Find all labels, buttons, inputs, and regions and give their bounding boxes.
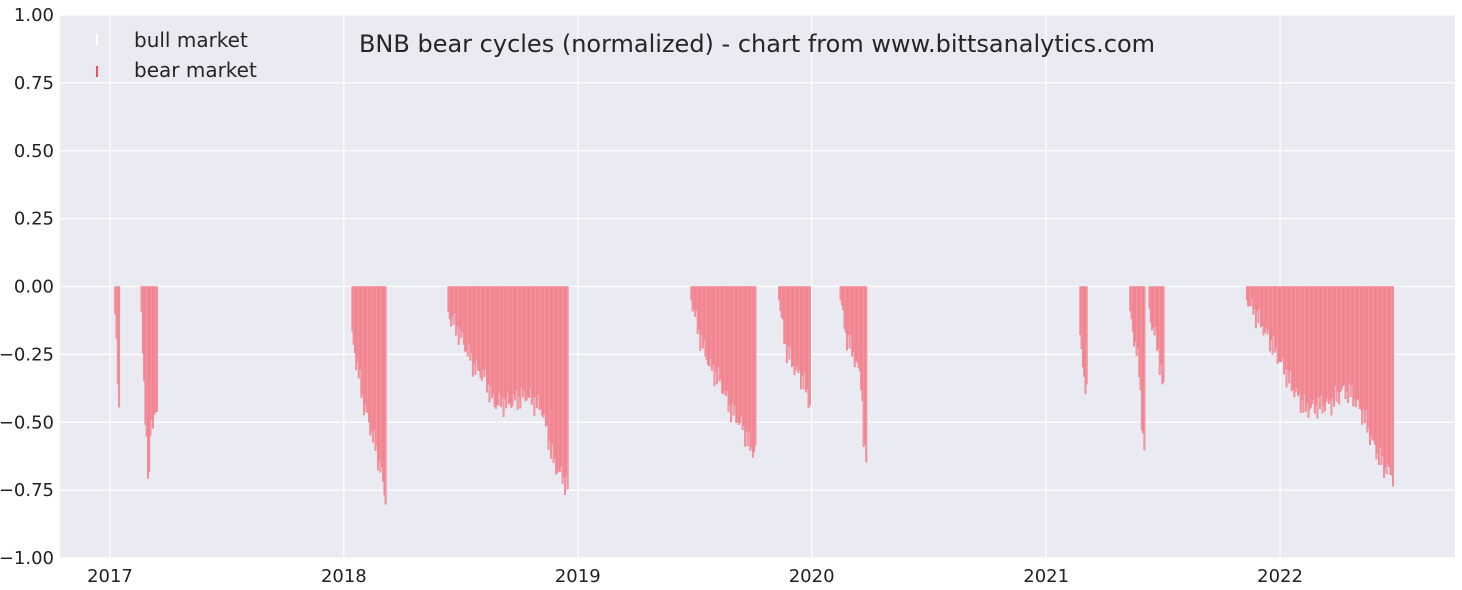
bear-bar xyxy=(1392,286,1394,487)
y-tick-label: 0.75 xyxy=(14,73,54,94)
bear-period-8 xyxy=(1079,286,1088,395)
bear-period-3 xyxy=(351,286,387,505)
legend-item-bull-market: bull market xyxy=(96,28,248,52)
bear-period-10 xyxy=(1148,286,1165,385)
legend-marker-bull-market xyxy=(96,34,98,45)
y-axis-tick-labels: 1.00 0.75 0.50 0.25 0.00 −0.25 −0.50 −0.75 −1.00 xyxy=(0,5,54,569)
bear-period-9 xyxy=(1129,286,1146,451)
x-tick-label: 2017 xyxy=(87,566,133,587)
legend-marker-bear-market xyxy=(96,66,98,77)
bear-market-bars xyxy=(114,286,1394,505)
y-tick-label: −0.25 xyxy=(0,344,54,365)
bear-bar xyxy=(566,286,569,490)
y-tick-label: 0.25 xyxy=(14,209,54,230)
x-tick-label: 2019 xyxy=(555,566,601,587)
y-tick-label: 0.00 xyxy=(14,277,54,298)
bear-period-7 xyxy=(839,286,868,463)
x-tick-label: 2020 xyxy=(789,566,835,587)
bear-period-4 xyxy=(447,286,569,495)
y-tick-label: 0.50 xyxy=(14,141,54,162)
bear-period-11 xyxy=(1245,286,1394,487)
y-tick-label: −0.50 xyxy=(0,412,54,433)
legend-item-bear-market: bear market xyxy=(96,58,257,82)
chart-title: BNB bear cycles (normalized) - chart fro… xyxy=(359,30,1155,58)
bear-bar xyxy=(118,286,121,408)
bear-bar xyxy=(1143,286,1146,451)
x-tick-label: 2021 xyxy=(1023,566,1069,587)
x-tick-label: 2018 xyxy=(321,566,367,587)
legend: bull market bear market xyxy=(96,28,257,82)
bear-period-2 xyxy=(140,286,158,479)
legend-label-bear-market: bear market xyxy=(134,58,257,82)
bear-period-6 xyxy=(778,286,811,408)
y-tick-label: −0.75 xyxy=(0,480,54,501)
x-tick-label: 2022 xyxy=(1257,566,1303,587)
bear-bar xyxy=(384,286,387,505)
bear-bar xyxy=(1085,286,1088,385)
bear-bar xyxy=(754,286,757,446)
y-tick-label: −1.00 xyxy=(0,548,54,569)
legend-label-bull-market: bull market xyxy=(134,28,248,52)
x-axis-tick-labels: 2017 2018 2019 2020 2021 2022 xyxy=(87,566,1303,587)
bear-bar xyxy=(808,286,811,406)
y-tick-label: 1.00 xyxy=(14,5,54,26)
bear-period-5 xyxy=(690,286,757,458)
bear-bar xyxy=(155,286,158,413)
bear-bar xyxy=(1162,286,1165,383)
bear-bar xyxy=(865,286,868,463)
bear-period-1 xyxy=(114,286,121,408)
